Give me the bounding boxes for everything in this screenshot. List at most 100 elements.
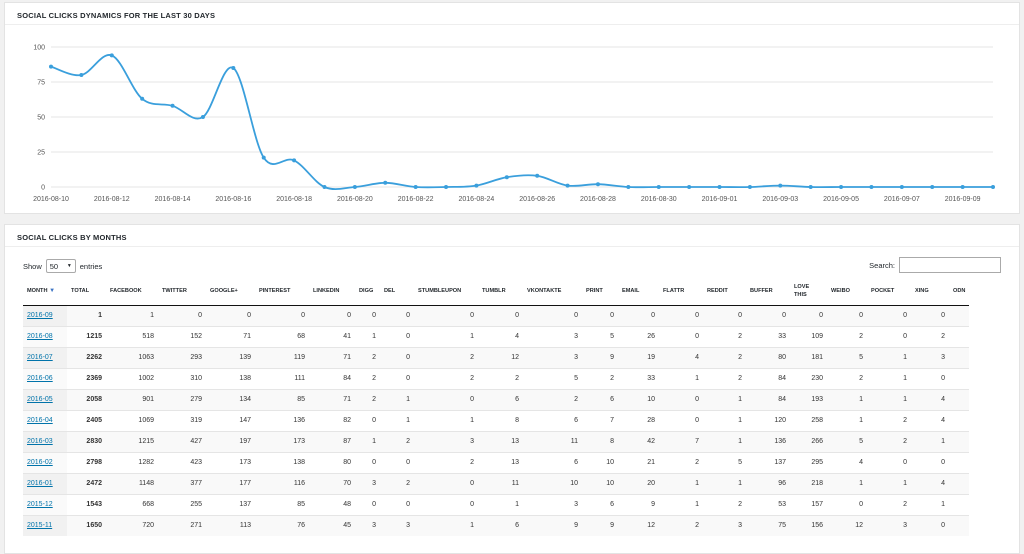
- column-header-label: PINTEREST: [259, 287, 291, 294]
- cell-stumbleupon: 2: [414, 451, 478, 473]
- cell-google: 139: [206, 346, 255, 368]
- search-input[interactable]: [899, 257, 1001, 273]
- column-header-stumbleupon[interactable]: STUMBLEUPON: [414, 277, 478, 306]
- cell-digg: 1: [355, 430, 380, 452]
- cell-vkontakte: 3: [523, 325, 582, 347]
- cell-stumbleupon: 2: [414, 367, 478, 389]
- column-header-flattr[interactable]: FLATTR: [659, 277, 703, 306]
- cell-month: 2016-09: [23, 304, 67, 326]
- column-header-label: DIGG: [359, 287, 374, 294]
- column-header-pinterest[interactable]: PINTEREST: [255, 277, 309, 306]
- column-header-vkontakte[interactable]: VKONTAKTE: [523, 277, 582, 306]
- cell-del: 3: [380, 514, 414, 536]
- cell-vkontakte: 0: [523, 304, 582, 326]
- table-row: 2016-08 1215 518 152 71 68 41 1 0 1 4 3 5 26 0 2 33 109 2 0…: [23, 325, 970, 347]
- cell-del: 2: [380, 472, 414, 494]
- column-header-month[interactable]: MONTH ▼: [23, 277, 67, 306]
- x-tick-label: 2016-09-07: [884, 196, 920, 203]
- data-point: [839, 185, 844, 189]
- column-header-google[interactable]: GOOGLE+: [206, 277, 255, 306]
- cell-empty: [949, 493, 970, 515]
- column-header-xing[interactable]: XING: [911, 277, 949, 306]
- month-link[interactable]: 2016-06: [27, 375, 53, 382]
- cell-del: 2: [380, 430, 414, 452]
- cell-pocket: 0: [867, 451, 911, 473]
- cell-xing: 1: [911, 430, 949, 452]
- month-link[interactable]: 2016-05: [27, 396, 53, 403]
- column-header-tumblr[interactable]: TUMBLR: [478, 277, 523, 306]
- cell-pocket: 1: [867, 388, 911, 410]
- cell-buffer: 96: [746, 472, 790, 494]
- cell-google: 0: [206, 304, 255, 326]
- column-header-twitter[interactable]: TWITTER: [158, 277, 206, 306]
- column-header-label: LOVE THIS: [794, 283, 810, 298]
- cell-stumbleupon: 3: [414, 430, 478, 452]
- cell-love-this: 258: [790, 409, 827, 431]
- cell-reddit: 2: [703, 493, 746, 515]
- cell-xing: 0: [911, 367, 949, 389]
- column-header-digg[interactable]: DIGG: [355, 277, 380, 306]
- cell-total: 2262: [67, 346, 106, 368]
- column-header-total[interactable]: TOTAL: [67, 277, 106, 306]
- cell-email: 9: [618, 493, 659, 515]
- cell-buffer: 33: [746, 325, 790, 347]
- cell-del: 0: [380, 493, 414, 515]
- column-header-email[interactable]: EMAIL: [618, 277, 659, 306]
- column-header-pocket[interactable]: POCKET: [867, 277, 911, 306]
- entries-label: entries: [79, 261, 103, 271]
- data-point: [109, 53, 114, 58]
- column-header-label: ODN: [953, 287, 966, 294]
- column-header-del[interactable]: DEL: [380, 277, 414, 306]
- column-header-buffer[interactable]: BUFFER: [746, 277, 790, 306]
- cell-empty: [949, 514, 970, 536]
- data-point: [322, 185, 327, 189]
- column-header-label: WEIBO: [831, 287, 850, 294]
- cell-month: 2015-12: [23, 493, 67, 515]
- data-point: [626, 185, 631, 189]
- cell-tumblr: 12: [478, 346, 523, 368]
- column-header-label: STUMBLEUPON: [418, 287, 462, 294]
- entries-select[interactable]: 50 ▼: [45, 259, 76, 273]
- column-header-print[interactable]: PRINT: [582, 277, 618, 306]
- x-tick-label: 2016-09-09: [945, 196, 981, 203]
- cell-vkontakte: 9: [523, 514, 582, 536]
- column-header-reddit[interactable]: REDDIT: [703, 277, 746, 306]
- month-link[interactable]: 2015-12: [27, 501, 53, 508]
- cell-weibo: 5: [827, 346, 867, 368]
- cell-print: 6: [582, 493, 618, 515]
- column-header-label: BUFFER: [750, 287, 773, 294]
- month-link[interactable]: 2016-09: [27, 312, 53, 319]
- month-link[interactable]: 2016-08: [27, 333, 53, 340]
- column-header-weibo[interactable]: WEIBO: [827, 277, 867, 306]
- column-header-odn[interactable]: ODN: [949, 277, 970, 306]
- month-link[interactable]: 2016-02: [27, 459, 53, 466]
- cell-email: 0: [618, 304, 659, 326]
- cell-twitter: 293: [158, 346, 206, 368]
- series-line: [50, 54, 993, 191]
- cell-email: 33: [618, 367, 659, 389]
- cell-love-this: 181: [790, 346, 827, 368]
- month-link[interactable]: 2016-04: [27, 417, 53, 424]
- cell-reddit: 2: [703, 325, 746, 347]
- column-header-love-this[interactable]: LOVE THIS: [790, 277, 827, 306]
- cell-pocket: 1: [867, 346, 911, 368]
- column-header-linkedin[interactable]: LINKEDIN: [309, 277, 355, 306]
- column-header-facebook[interactable]: FACEBOOK: [106, 277, 158, 306]
- cell-tumblr: 8: [478, 409, 523, 431]
- cell-pocket: 3: [867, 514, 911, 536]
- cell-facebook: 1002: [106, 367, 158, 389]
- cell-facebook: 1063: [106, 346, 158, 368]
- cell-flattr: 1: [659, 367, 703, 389]
- month-link[interactable]: 2016-01: [27, 480, 53, 487]
- cell-month: 2016-05: [23, 388, 67, 410]
- month-link[interactable]: 2016-07: [27, 354, 53, 361]
- table-row: 2016-09 1 1 0 0 0 0 0 0 0 0 0 0 0 0 0 0 0 0 0 0: [23, 304, 970, 326]
- cell-google: 147: [206, 409, 255, 431]
- cell-empty: [949, 451, 970, 473]
- cell-xing: 3: [911, 346, 949, 368]
- month-link[interactable]: 2016-03: [27, 438, 53, 445]
- cell-digg: 0: [355, 409, 380, 431]
- month-link[interactable]: 2015-11: [27, 522, 53, 530]
- table-row: 2016-06 2369 1002 310 138 111 84 2 0 2 2 5 2 33 1 2 84 23…: [23, 367, 970, 389]
- cell-email: 28: [618, 409, 659, 431]
